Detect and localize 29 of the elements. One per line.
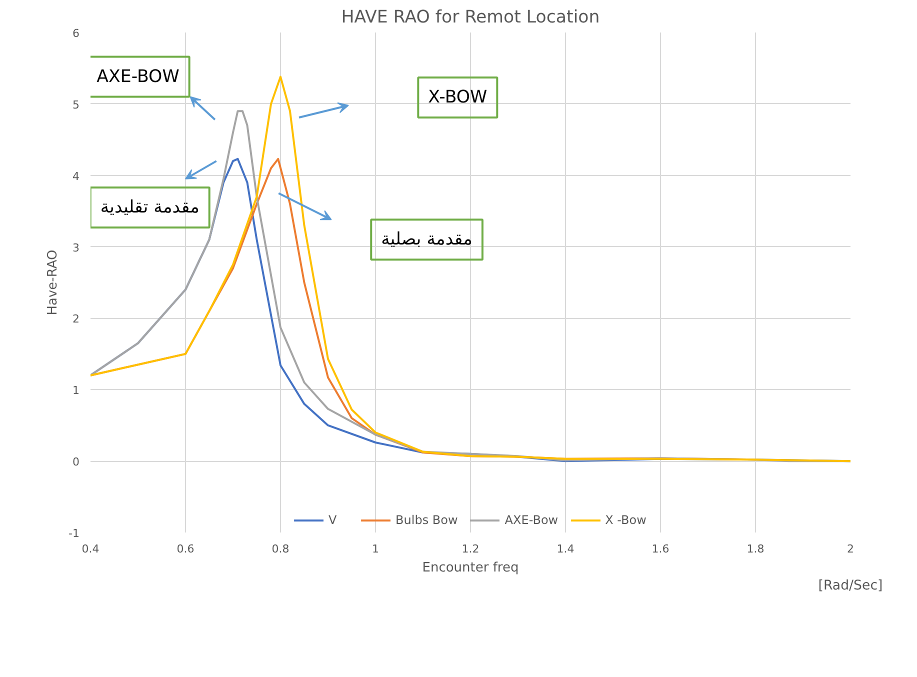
chart-title: HAVE RAO for Remot Location <box>341 8 600 28</box>
annotation: X-BOW <box>428 88 488 108</box>
y-tick-label: -1 <box>68 527 80 540</box>
y-tick-label: 6 <box>72 27 80 40</box>
annotation: مقدمة تقليدية <box>100 198 200 218</box>
x-tick-label: 0.4 <box>82 542 100 556</box>
y-axis-title: Have-RAO <box>46 250 61 316</box>
x-tick-label: 2 <box>847 542 854 556</box>
x-tick-label: 0.8 <box>272 542 290 556</box>
legend-label: X -Bow <box>605 513 646 527</box>
x-tick-label: 1.6 <box>652 542 670 556</box>
y-tick-label: 4 <box>72 170 80 183</box>
legend-label: Bulbs Bow <box>396 513 458 527</box>
x-axis-title: Encounter freq <box>422 560 519 576</box>
annotation: مقدمة بصلية <box>381 230 472 250</box>
x-tick-label: 0.6 <box>176 542 194 556</box>
annotation: AXE-BOW <box>96 66 180 87</box>
y-tick-label: 3 <box>72 241 80 254</box>
legend-label: AXE-Bow <box>504 513 558 527</box>
text: [Rad/Sec] <box>818 578 883 594</box>
y-tick-label: 5 <box>72 98 80 112</box>
x-tick-label: 1.4 <box>556 542 574 556</box>
y-tick-label: 1 <box>72 384 80 398</box>
y-tick-label: 0 <box>72 456 80 469</box>
legend-label: V <box>328 513 338 527</box>
x-tick-label: 1.2 <box>462 542 480 556</box>
x-tick-label: 1.8 <box>746 542 764 556</box>
x-tick-label: 1 <box>372 542 379 556</box>
y-tick-label: 2 <box>72 312 80 326</box>
